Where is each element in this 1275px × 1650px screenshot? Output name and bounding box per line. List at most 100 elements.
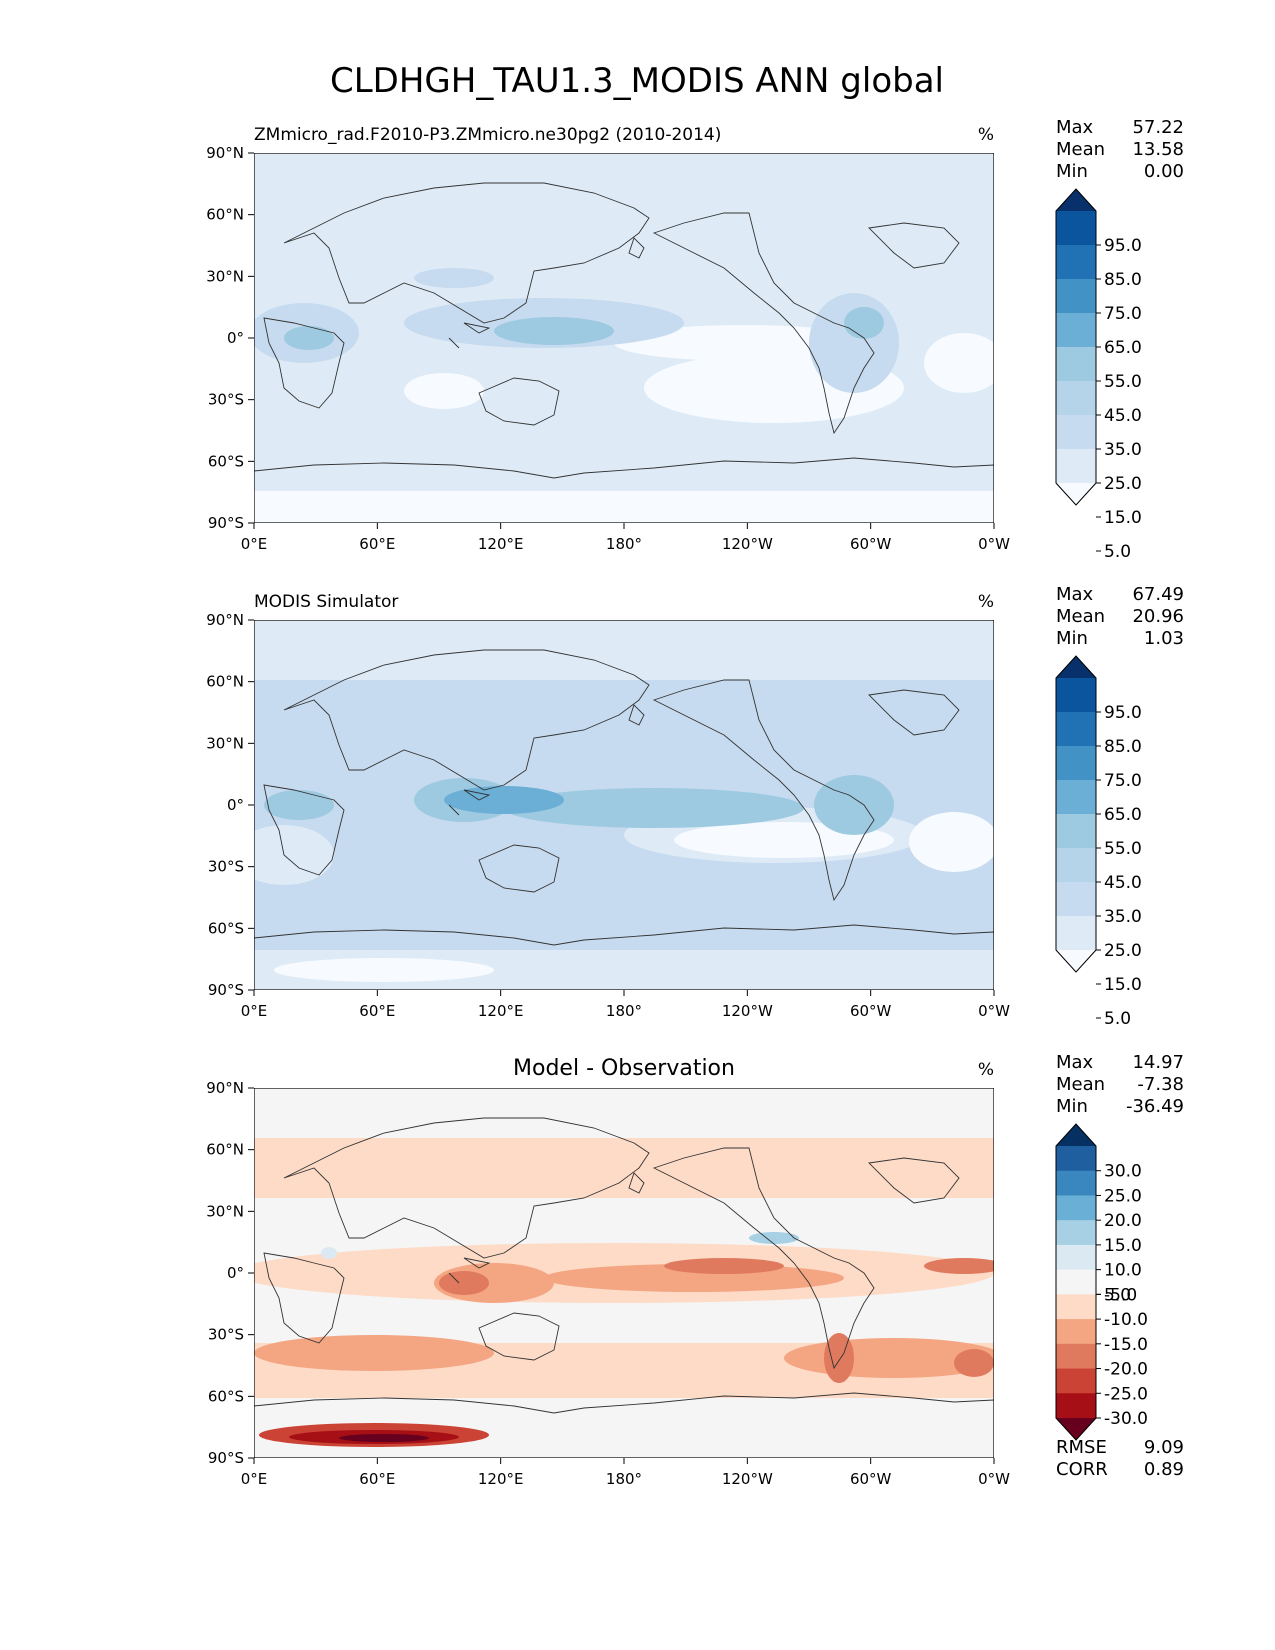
lat-tick-label: 0° [227,1264,244,1282]
lon-tick-label: 120°E [478,1470,524,1488]
metric-rmse-label: RMSE [1056,1437,1107,1458]
lat-tick-label: 60°S [208,452,244,470]
colorbar-label: -10.0 [1104,1310,1148,1330]
colorbar-label: 25.0 [1104,1186,1142,1206]
colorbar-swatch [1056,1146,1096,1172]
colorbar-label: -25.0 [1104,1384,1148,1404]
colorbar-label: 95.0 [1104,703,1142,723]
colorbar-label: 95.0 [1104,236,1142,256]
colorbar-label: 25.0 [1104,941,1142,961]
panel-left-title: ZMmicro_rad.F2010-P3.ZMmicro.ne30pg2 (20… [254,125,721,145]
colorbar-label: -20.0 [1104,1360,1148,1380]
colorbar-swatch [1056,245,1096,280]
metric-corr-value: 0.89 [1144,1459,1184,1480]
colorbar-swatch [1056,1220,1096,1246]
colorbar-swatch [1056,1294,1096,1320]
colorbar-swatch [1056,415,1096,450]
colorbar-swatch [1056,381,1096,416]
colorbar-label: 55.0 [1104,372,1142,392]
lat-tick-label: 60°S [208,1387,244,1405]
stat-min-value: -36.49 [1126,1096,1184,1117]
lat-tick-label: 60°N [206,1141,244,1159]
lat-tick-label: 90°S [208,1449,244,1467]
lon-tick-label: 60°W [850,535,892,553]
coastlines [254,1117,994,1414]
colorbar-swatch [1056,347,1096,382]
colorbar-swatch [1056,449,1096,484]
lon-axis: 0°E 60°E 120°E 180° 120°W 60°W 0°W [241,990,1010,1020]
lon-tick-label: 0°E [241,535,268,553]
panel-center-title: Model - Observation [513,1056,735,1081]
colorbar: 95.0 85.0 75.0 65.0 55.0 45.0 35.0 25.0 15.0 5.0 [1055,188,1142,562]
panel-units: % [978,1060,994,1080]
stat-min-label: Min [1056,1096,1088,1117]
map-area [254,153,994,523]
colorbar-label: 5.0 [1104,1009,1131,1029]
lat-tick-label: 30°S [208,391,244,409]
lat-tick-label: 90°N [206,144,244,162]
lon-tick-label: 180° [606,1002,642,1020]
colorbar-label: 35.0 [1104,907,1142,927]
colorbar-swatch [1056,1368,1096,1394]
stat-max-label: Max [1056,117,1094,138]
panel-left-title: MODIS Simulator [254,592,398,612]
colorbar-swatch [1056,313,1096,348]
colorbar-label: 20.0 [1104,1211,1142,1231]
lon-tick-label: 120°W [722,535,773,553]
lat-axis: 90°N 60°N 30°N 0° 30°S 60°S 90°S [206,144,254,532]
stats-block: Max 57.22 Mean 13.58 Min 0.00 [1056,117,1184,182]
lon-tick-label: 120°W [722,1002,773,1020]
colorbar-extend-bottom [1056,483,1096,505]
stat-mean-value: 13.58 [1132,139,1184,160]
lon-tick-label: 180° [606,1470,642,1488]
colorbar-label: 75.0 [1104,771,1142,791]
colorbar-label: 65.0 [1104,338,1142,358]
colorbar-swatch [1056,211,1096,246]
stat-mean-value: -7.38 [1137,1074,1184,1095]
colorbar-extend-bottom [1056,1418,1096,1440]
colorbar-swatch [1056,1319,1096,1345]
lat-tick-label: 60°N [206,206,244,224]
field-contours [254,268,994,523]
lat-tick-label: 30°N [206,267,244,285]
metric-corr-label: CORR [1056,1459,1108,1480]
colorbar-label: 75.0 [1104,304,1142,324]
colorbar-label: 15.0 [1104,508,1142,528]
stat-max-value: 67.49 [1132,584,1184,605]
colorbar-swatch [1056,916,1096,951]
metrics-block: RMSE 9.09 CORR 0.89 [1056,1437,1184,1480]
lat-tick-label: 60°S [208,919,244,937]
colorbar-label: -30.0 [1104,1409,1148,1429]
colorbar-swatch [1056,1343,1096,1370]
field-contours [254,620,994,990]
lon-tick-label: 180° [606,535,642,553]
panel-observation: MODIS Simulator % [206,584,1184,1029]
panel-difference: Model - Observation % [206,1052,1184,1488]
colorbar-swatch [1056,848,1096,883]
colorbar-swatch [1056,678,1096,713]
stat-max-label: Max [1056,584,1094,605]
figure-title: CLDHGH_TAU1.3_MODIS ANN global [330,61,944,101]
colorbar-label: 10.0 [1104,1261,1142,1281]
map-area [254,620,994,990]
lon-tick-label: 120°E [478,535,524,553]
lat-tick-label: 90°S [208,514,244,532]
colorbar-swatch [1056,1269,1096,1295]
colorbar-label: 45.0 [1104,873,1142,893]
lon-tick-label: 0°E [241,1470,268,1488]
lat-tick-label: 0° [227,329,244,347]
colorbar: 95.0 85.0 75.0 65.0 55.0 45.0 35.0 25.0 15.0 5.0 [1055,655,1142,1029]
colorbar-swatch [1056,1195,1096,1221]
lat-tick-label: 90°N [206,611,244,629]
field-contours [254,1138,994,1447]
lat-tick-label: 90°S [208,981,244,999]
lon-tick-label: 0°W [978,1470,1010,1488]
stat-min-value: 0.00 [1144,161,1184,182]
lat-tick-label: 90°N [206,1079,244,1097]
map-area [254,1088,994,1458]
lat-axis: 90°N 60°N 30°N 0° 30°S 60°S 90°S [206,611,254,999]
metric-rmse-value: 9.09 [1144,1437,1184,1458]
stat-max-value: 57.22 [1132,117,1184,138]
lon-axis: 0°E 60°E 120°E 180° 120°W 60°W 0°W [241,1458,1010,1488]
